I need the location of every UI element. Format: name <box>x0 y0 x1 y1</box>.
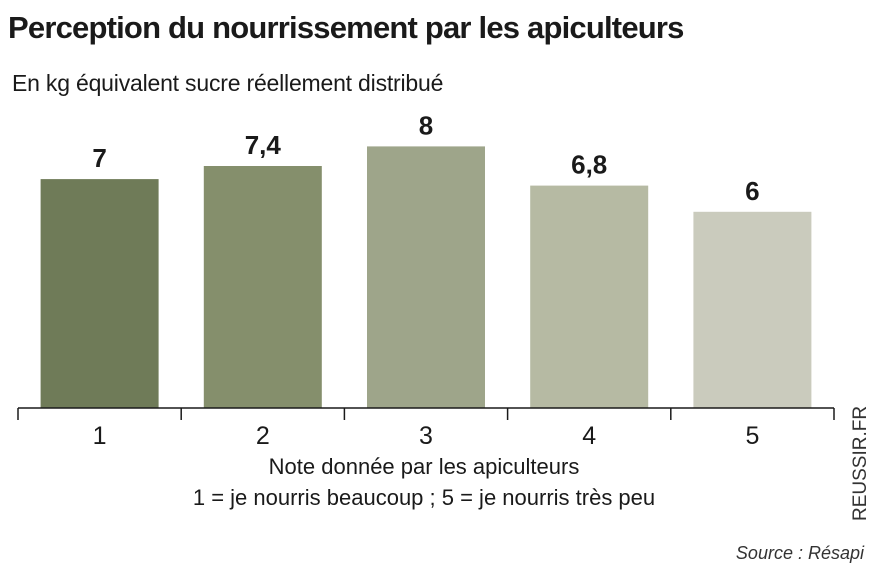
tick-label-1: 1 <box>93 422 107 450</box>
data-label-5: 6 <box>745 176 759 206</box>
bar-2 <box>203 166 322 408</box>
data-label-1: 7 <box>92 143 106 173</box>
bar-1 <box>40 179 159 408</box>
bar-3 <box>367 146 485 408</box>
x-axis: 1 2 3 4 5 <box>17 407 835 450</box>
tick-label-5: 5 <box>745 422 759 450</box>
chart-subtitle: En kg équivalent sucre réellement distri… <box>12 70 444 96</box>
x-axis-title: Note donnée par les apiculteurs <box>268 454 580 479</box>
x-axis-legend-note: 1 = je nourris beaucoup ; 5 = je nourris… <box>192 485 656 510</box>
tick-label-2: 2 <box>256 422 270 450</box>
chart-title: Perception du nourrissement par les apic… <box>8 10 684 45</box>
data-label-4: 6,8 <box>571 150 607 180</box>
data-label-2: 7,4 <box>245 130 282 160</box>
data-label-3: 8 <box>419 110 433 140</box>
tick-label-4: 4 <box>582 422 596 450</box>
bar-5 <box>693 211 812 408</box>
bar-4 <box>530 185 649 408</box>
source-note: Source : Résapi <box>735 543 864 563</box>
tick-label-3: 3 <box>419 422 433 450</box>
bars-group: 7 7,4 8 6,8 6 <box>40 110 812 408</box>
watermark: REUSSIR.FR <box>850 405 871 521</box>
